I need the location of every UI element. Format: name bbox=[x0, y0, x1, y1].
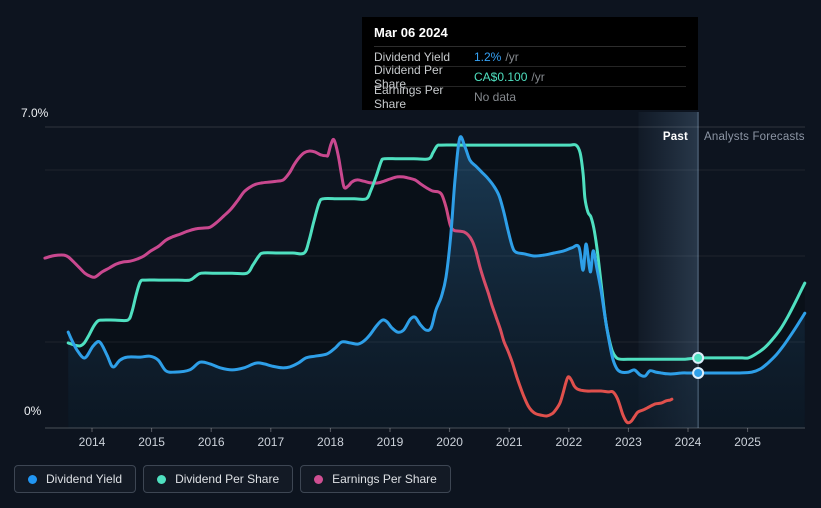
y-axis-zero-label: 0% bbox=[24, 404, 42, 418]
dividend-yield-dot-icon bbox=[28, 474, 37, 484]
tooltip-label: Dividend Yield bbox=[374, 49, 451, 64]
x-axis-year-label: 2019 bbox=[377, 435, 404, 449]
x-axis-year-label: 2020 bbox=[436, 435, 463, 449]
tooltip-value: No data bbox=[474, 89, 517, 104]
legend-item-earnings-per-share[interactable]: Earnings Per Share bbox=[300, 465, 451, 493]
tooltip-value: 1.2% bbox=[474, 49, 502, 64]
tooltip-label: Earnings Per Share bbox=[374, 82, 444, 111]
forecast-region-label: Analysts Forecasts bbox=[704, 131, 805, 143]
legend-label: Dividend Yield bbox=[46, 472, 123, 486]
chart-tooltip: Mar 06 2024 Dividend Yield 1.2% /yr Divi… bbox=[362, 17, 698, 111]
tooltip-row-dividend-per-share: Dividend Per Share CA$0.100 /yr bbox=[374, 63, 686, 91]
x-axis-year-label: 2023 bbox=[615, 435, 642, 449]
past-region-label: Past bbox=[662, 131, 688, 143]
x-axis-year-label: 2024 bbox=[675, 435, 702, 449]
y-axis-max-label: 7.0% bbox=[21, 106, 49, 120]
tooltip-row-dividend-yield: Dividend Yield 1.2% /yr bbox=[374, 47, 686, 67]
tooltip-row-earnings-per-share: Earnings Per Share No data bbox=[374, 83, 686, 111]
tooltip-value-suffix: /yr bbox=[531, 69, 545, 84]
yield-line bbox=[66, 135, 807, 378]
tooltip-value-suffix: /yr bbox=[505, 49, 519, 64]
legend-label: Dividend Per Share bbox=[175, 472, 280, 486]
legend-item-dividend-yield[interactable]: Dividend Yield bbox=[14, 465, 137, 493]
yield-area-fill bbox=[68, 136, 805, 428]
tooltip-value: CA$0.100 bbox=[474, 69, 528, 84]
x-axis-year-label: 2015 bbox=[138, 435, 165, 449]
tooltip-date: Mar 06 2024 bbox=[374, 22, 686, 47]
legend: Dividend Yield Dividend Per Share Earnin… bbox=[14, 465, 451, 493]
dps-area-fill bbox=[68, 144, 805, 429]
x-axis-year-label: 2025 bbox=[734, 435, 761, 449]
x-axis-year-label: 2017 bbox=[257, 435, 284, 449]
earnings-per-share-dot-icon bbox=[314, 474, 324, 484]
dps-line bbox=[66, 143, 807, 361]
x-axis-year-label: 2014 bbox=[79, 435, 106, 449]
legend-item-dividend-per-share[interactable]: Dividend Per Share bbox=[143, 465, 294, 493]
x-axis-year-label: 2022 bbox=[555, 435, 582, 449]
legend-label: Earnings Per Share bbox=[332, 472, 437, 486]
dividend-per-share-dot-icon bbox=[157, 474, 167, 484]
x-axis-year-label: 2021 bbox=[496, 435, 523, 449]
yield-today-marker[interactable] bbox=[692, 366, 705, 379]
x-axis-year-label: 2018 bbox=[317, 435, 344, 449]
x-axis-year-label: 2016 bbox=[198, 435, 225, 449]
dps-today-marker[interactable] bbox=[692, 351, 705, 364]
eps-line bbox=[43, 137, 674, 425]
tooltip-label: Dividend Per Share bbox=[374, 62, 443, 91]
